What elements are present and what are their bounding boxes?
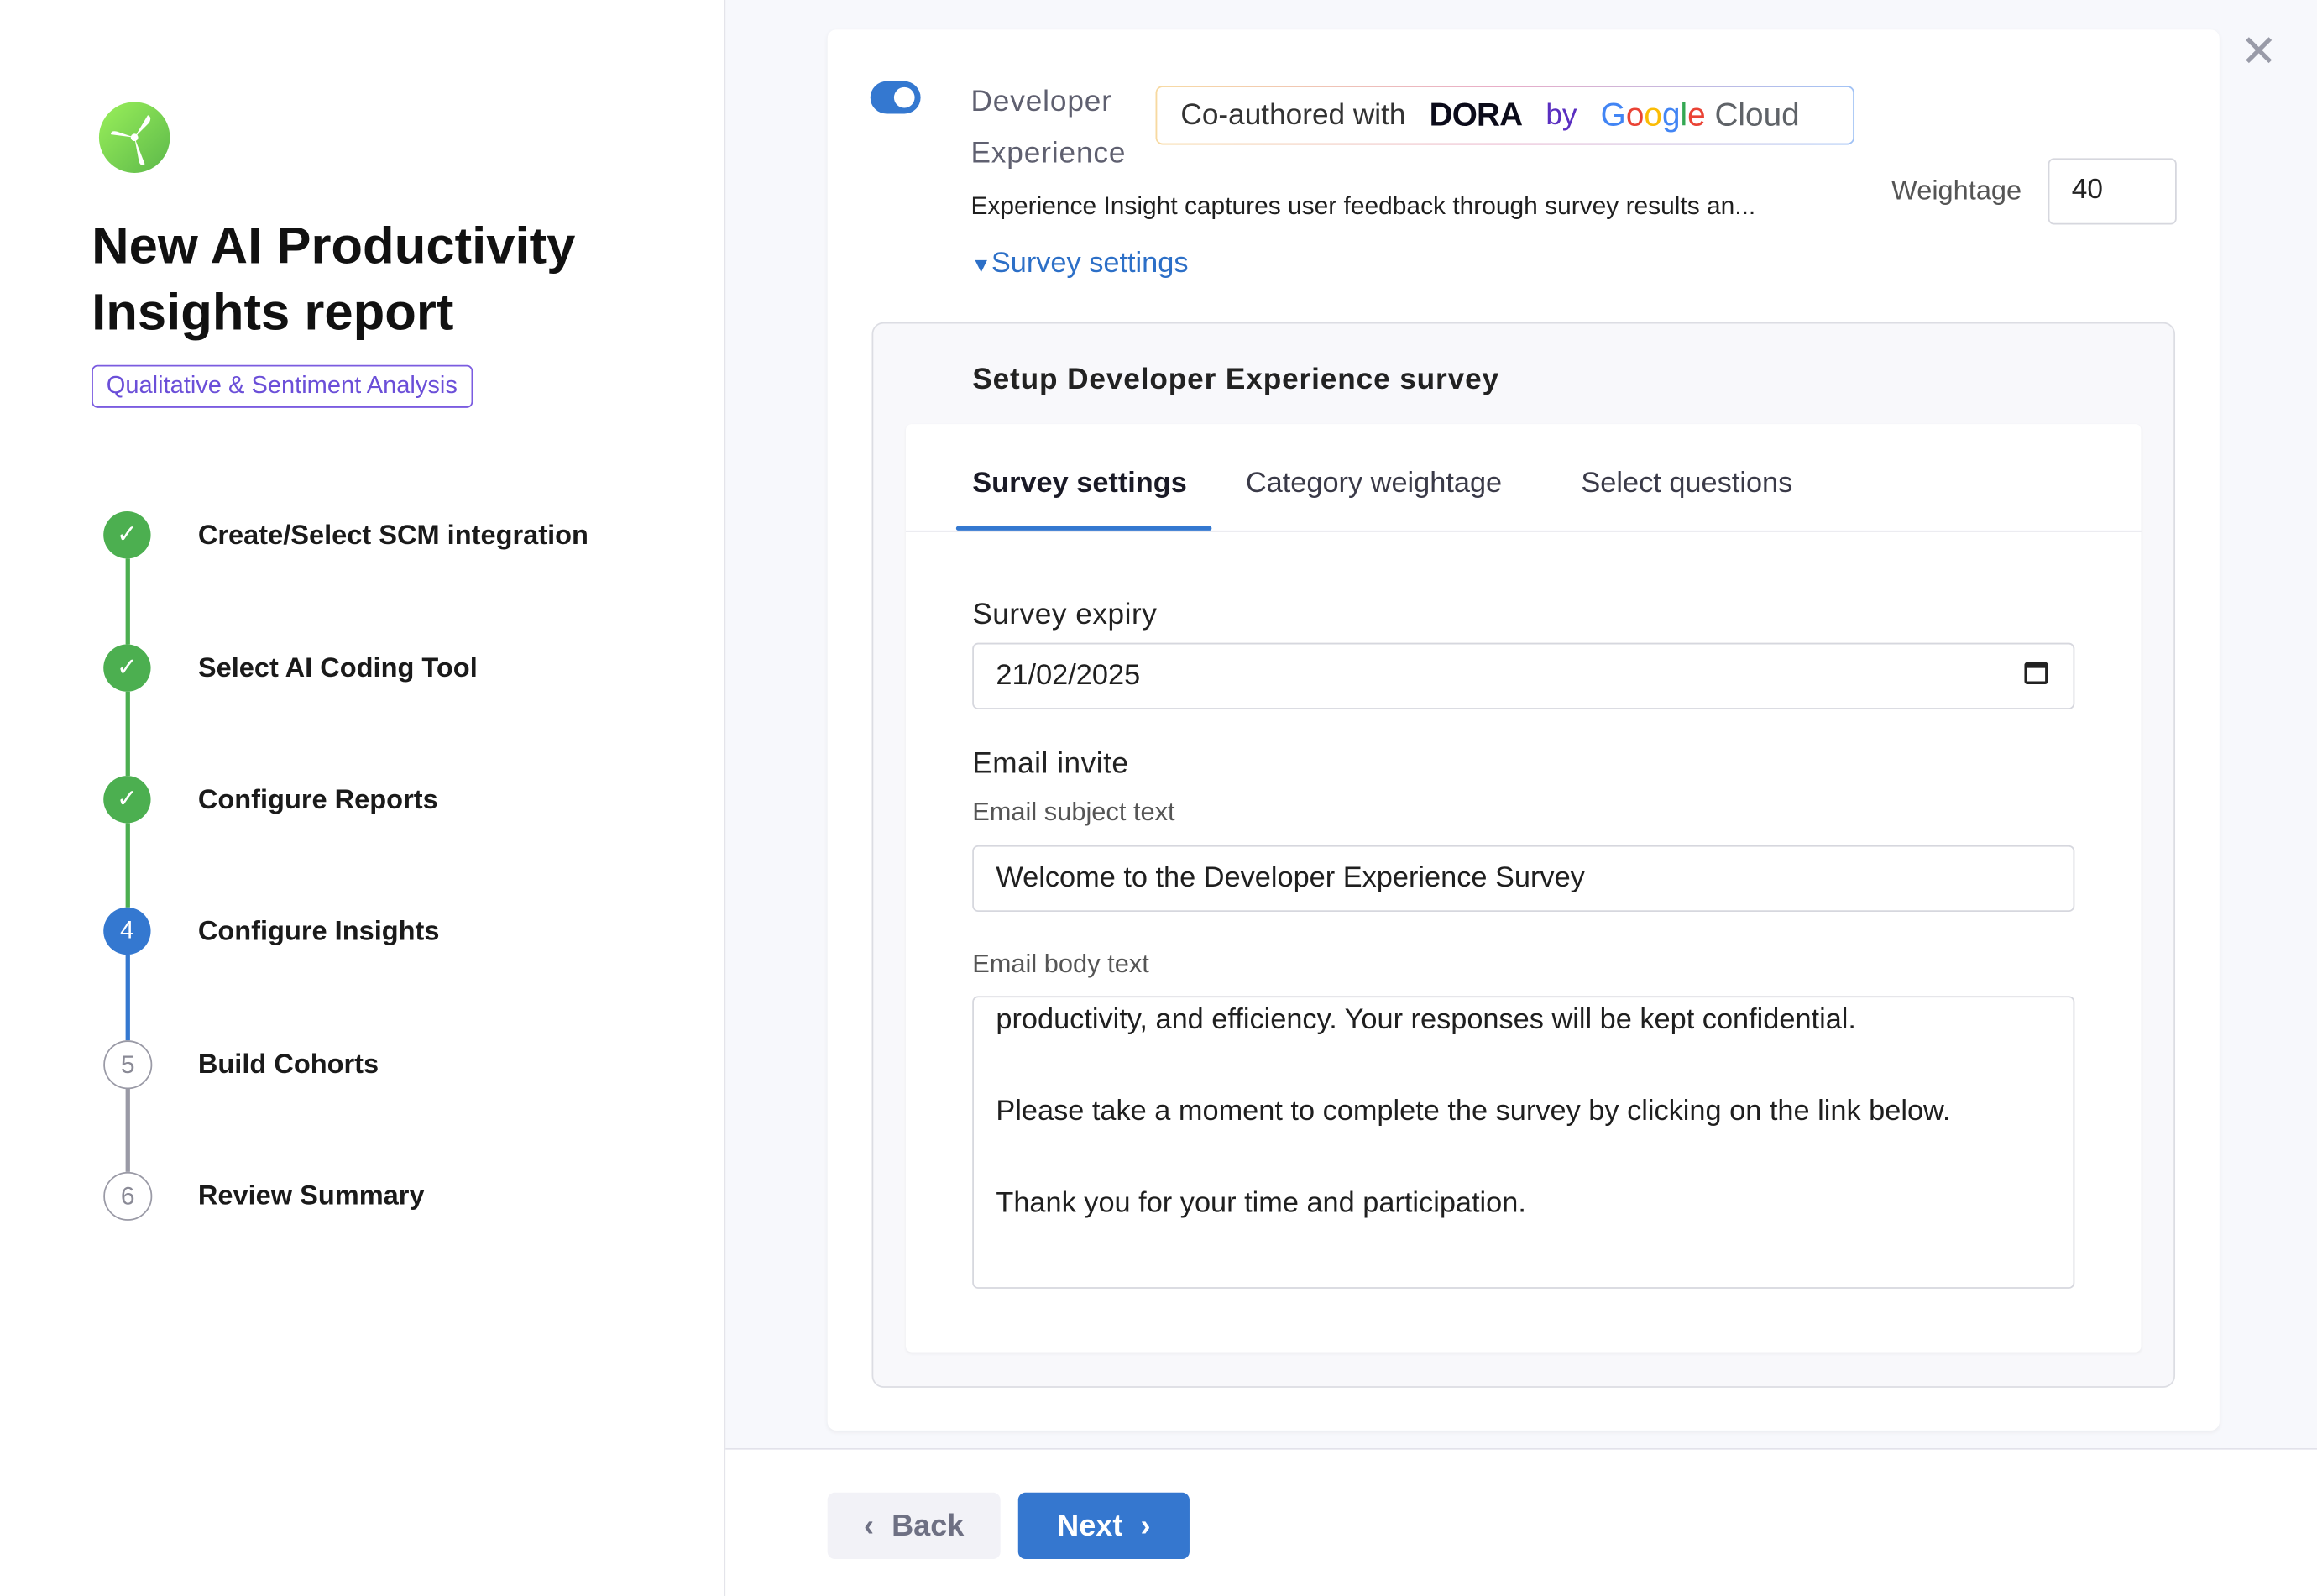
step-connector — [125, 1087, 130, 1172]
cloud-text: Cloud — [1714, 96, 1800, 133]
category-badge: Qualitative & Sentiment Analysis — [92, 364, 473, 408]
tab-survey-settings[interactable]: Survey settings — [972, 467, 1187, 500]
survey-heading: Setup Developer Experience survey — [972, 364, 1499, 396]
tab-select-questions[interactable]: Select questions — [1581, 467, 1793, 500]
step-number-6: 6 — [103, 1171, 153, 1221]
calendar-icon[interactable] — [2024, 662, 2048, 684]
survey-expiry-input[interactable]: 21/02/2025 — [972, 642, 2075, 709]
step-connector — [125, 691, 130, 777]
body-line: productivity, and efficiency. Your respo… — [996, 1003, 1856, 1036]
back-label: Back — [892, 1508, 965, 1542]
step-configure-reports[interactable]: Configure Reports — [197, 782, 438, 814]
insight-name: Developer Experience — [970, 86, 1127, 170]
page-title: New AI Productivity Insights report — [92, 217, 576, 342]
triangle-down-icon: ▼ — [970, 252, 991, 277]
email-body-textarea[interactable]: productivity, and efficiency. Your respo… — [972, 996, 2075, 1289]
tabs-divider — [906, 530, 2142, 532]
step-connector — [125, 955, 130, 1041]
step-check-icon: ✓ — [103, 776, 151, 824]
active-tab-indicator — [955, 526, 1212, 531]
survey-settings-link[interactable]: Survey settings — [991, 246, 1189, 280]
next-label: Next — [1057, 1508, 1123, 1542]
weightage-input[interactable]: 40 — [2048, 158, 2177, 225]
body-line: Thank you for your time and participatio… — [996, 1186, 1526, 1220]
chevron-right-icon: › — [1140, 1508, 1151, 1542]
coauthored-by: by — [1546, 98, 1577, 131]
next-button[interactable]: Next › — [1017, 1492, 1190, 1560]
survey-tabs-card — [906, 424, 2142, 1353]
step-connector — [125, 823, 130, 908]
email-invite-label: Email invite — [972, 747, 1129, 781]
survey-expiry-label: Survey expiry — [972, 598, 1158, 631]
survey-expiry-value: 21/02/2025 — [996, 659, 1141, 692]
body-line: Please take a moment to complete the sur… — [996, 1095, 1951, 1128]
step-number-4: 4 — [103, 907, 151, 955]
insight-toggle[interactable] — [870, 81, 921, 114]
step-connector — [125, 558, 130, 645]
step-number-5: 5 — [103, 1040, 153, 1090]
step-scm-integration[interactable]: Create/Select SCM integration — [197, 518, 588, 550]
app-logo — [98, 102, 170, 173]
chevron-left-icon: ‹ — [863, 1508, 874, 1542]
step-ai-coding-tool[interactable]: Select AI Coding Tool — [197, 651, 478, 683]
body-line — [996, 1044, 2051, 1090]
google-cloud-logo: Google Cloud — [1600, 96, 1800, 133]
close-icon[interactable]: ✕ — [2240, 28, 2278, 77]
step-build-cohorts: Build Cohorts — [197, 1047, 379, 1079]
insight-description: Experience Insight captures user feedbac… — [970, 191, 1756, 221]
step-configure-insights[interactable]: Configure Insights — [197, 914, 440, 946]
tab-category-weightage[interactable]: Category weightage — [1245, 467, 1503, 500]
weightage-label: Weightage — [1891, 174, 2022, 206]
body-line — [996, 1135, 2051, 1181]
coauthored-badge: Co-authored with DORA by Google Cloud — [1155, 86, 1854, 144]
dora-logo: DORA — [1429, 96, 1523, 133]
step-check-icon: ✓ — [103, 511, 151, 559]
step-review-summary: Review Summary — [197, 1179, 425, 1211]
email-subject-label: Email subject text — [972, 796, 1175, 826]
survey-settings-toggle[interactable]: ▼Survey settings — [970, 247, 1188, 280]
footer-divider — [725, 1447, 2317, 1450]
email-subject-input[interactable]: Welcome to the Developer Experience Surv… — [972, 845, 2075, 913]
coauthored-prefix: Co-authored with — [1180, 98, 1406, 131]
step-check-icon: ✓ — [103, 644, 151, 692]
back-button[interactable]: ‹ Back — [827, 1492, 1001, 1560]
email-body-label: Email body text — [972, 949, 1149, 979]
